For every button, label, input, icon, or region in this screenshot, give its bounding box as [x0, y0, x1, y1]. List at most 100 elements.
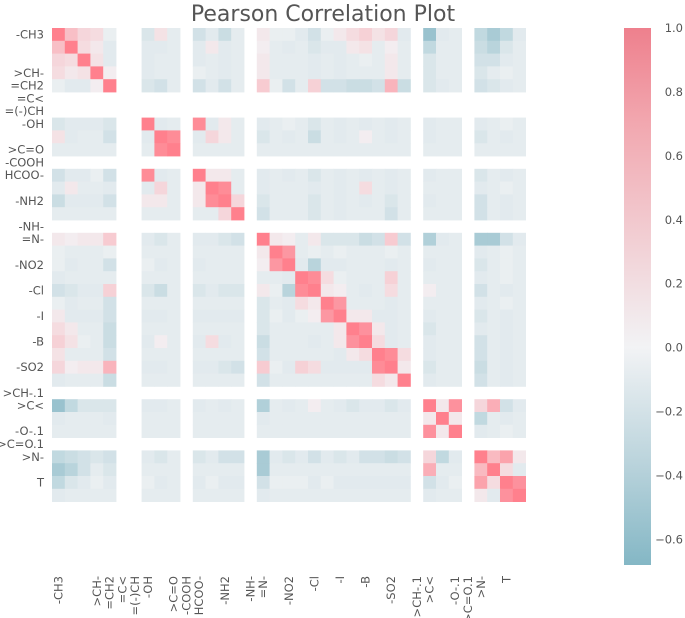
heatmap-cell	[64, 463, 78, 477]
heatmap-cell	[192, 53, 206, 67]
colorbar-tick-label: 0.6	[665, 149, 683, 163]
heatmap-cell	[346, 373, 360, 387]
heatmap-cell	[64, 373, 78, 387]
heatmap-cell	[384, 207, 398, 221]
heatmap-cell	[192, 232, 206, 246]
heatmap-cell	[295, 258, 309, 272]
heatmap-cell	[359, 181, 373, 195]
heatmap-cell	[231, 130, 245, 144]
heatmap-cell	[256, 143, 270, 157]
heatmap-cell	[154, 463, 168, 477]
heatmap-cell	[320, 258, 334, 272]
heatmap-cell	[333, 271, 347, 285]
colorbar-tick-label: 0.2	[665, 277, 683, 291]
column-tick-label: HCOO-	[192, 576, 206, 615]
column-tick-label: =C<	[115, 576, 129, 603]
heatmap-cell	[64, 207, 78, 221]
heatmap-cell	[397, 66, 411, 80]
heatmap-cell	[308, 309, 322, 323]
heatmap-cell	[512, 28, 526, 42]
heatmap-cell	[359, 53, 373, 67]
heatmap-cell	[205, 194, 219, 208]
heatmap-cell	[231, 258, 245, 272]
heatmap-cell	[90, 335, 104, 349]
heatmap-cell	[282, 412, 296, 426]
heatmap-cell	[487, 463, 501, 477]
row-tick-label: -COOH	[5, 155, 44, 169]
heatmap-cell	[500, 450, 514, 464]
heatmap-cell	[103, 284, 117, 298]
heatmap-cell	[90, 181, 104, 195]
heatmap-cell	[269, 335, 283, 349]
heatmap-cell	[384, 40, 398, 54]
heatmap-cell	[90, 245, 104, 259]
heatmap-cell	[256, 245, 270, 259]
heatmap-cell	[423, 348, 437, 362]
heatmap-cell	[372, 399, 386, 413]
heatmap-cell	[103, 488, 117, 502]
heatmap-cell	[384, 245, 398, 259]
heatmap-cell	[231, 143, 245, 157]
heatmap-cell	[512, 309, 526, 323]
heatmap-cell	[423, 412, 437, 426]
heatmap-cell	[282, 232, 296, 246]
heatmap-cell	[269, 66, 283, 80]
heatmap-cell	[372, 245, 386, 259]
heatmap-cell	[512, 360, 526, 374]
heatmap-cell	[423, 373, 437, 387]
heatmap-cell	[192, 168, 206, 182]
heatmap-cell	[192, 79, 206, 93]
heatmap-cell	[218, 399, 232, 413]
heatmap-cell	[256, 373, 270, 387]
heatmap-cell	[474, 322, 488, 336]
heatmap-cell	[141, 309, 155, 323]
row-tick-label: -OH	[22, 117, 44, 131]
heatmap-cell	[448, 181, 462, 195]
heatmap-cell	[423, 399, 437, 413]
heatmap-cell	[308, 245, 322, 259]
heatmap-cell	[372, 143, 386, 157]
heatmap-cell	[308, 296, 322, 310]
heatmap-cell	[320, 348, 334, 362]
heatmap-cell	[474, 360, 488, 374]
heatmap-cell	[218, 271, 232, 285]
heatmap-cell	[320, 412, 334, 426]
heatmap-cell	[295, 360, 309, 374]
heatmap-cell	[282, 130, 296, 144]
heatmap-cell	[218, 168, 232, 182]
heatmap-cell	[487, 271, 501, 285]
heatmap-cell	[77, 348, 91, 362]
row-tick-label: -O-.1	[15, 424, 44, 438]
heatmap-cell	[90, 194, 104, 208]
heatmap-cell	[218, 488, 232, 502]
heatmap-cell	[90, 117, 104, 131]
heatmap-cell	[436, 412, 450, 426]
heatmap-cell	[90, 53, 104, 67]
heatmap-cell	[448, 130, 462, 144]
heatmap-cell	[474, 335, 488, 349]
heatmap-cell	[192, 476, 206, 490]
chart-title: Pearson Correlation Plot	[191, 2, 456, 27]
heatmap-cell	[167, 399, 181, 413]
heatmap-cell	[448, 373, 462, 387]
heatmap-cell	[487, 488, 501, 502]
heatmap-cell	[436, 232, 450, 246]
heatmap-cell	[295, 232, 309, 246]
heatmap-cell	[295, 309, 309, 323]
heatmap-cell	[141, 130, 155, 144]
heatmap-cell	[256, 258, 270, 272]
heatmap-cell	[167, 335, 181, 349]
heatmap-cell	[64, 399, 78, 413]
heatmap-cell	[308, 168, 322, 182]
heatmap-cell	[346, 412, 360, 426]
heatmap-cell	[423, 309, 437, 323]
heatmap-cell	[295, 207, 309, 221]
heatmap-cell	[231, 284, 245, 298]
heatmap-cell	[282, 488, 296, 502]
heatmap-cell	[500, 424, 514, 438]
heatmap-cell	[320, 194, 334, 208]
heatmap-cell	[205, 143, 219, 157]
heatmap-cell	[320, 53, 334, 67]
heatmap-cell	[167, 181, 181, 195]
heatmap-cell	[154, 399, 168, 413]
